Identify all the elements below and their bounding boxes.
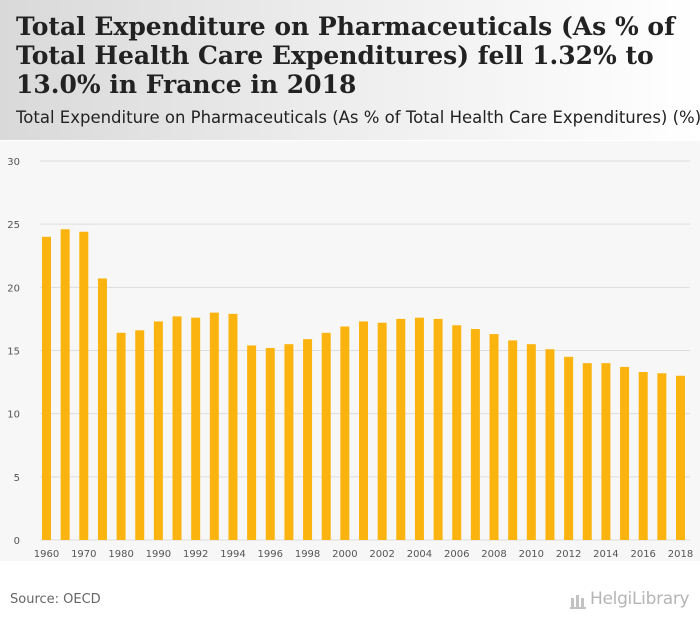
y-tick-label: 0: [14, 536, 20, 547]
bar-2010: [526, 344, 536, 540]
bar-1980: [116, 332, 126, 540]
x-tick-label: 1994: [220, 549, 245, 560]
y-tick-label: 25: [7, 220, 20, 231]
x-tick-label: 2016: [630, 549, 655, 560]
bar-1990: [153, 321, 163, 540]
x-tick-label: 2010: [519, 549, 544, 560]
brand-logo: HelgiLibrary: [590, 589, 690, 609]
bar-2003: [396, 318, 406, 540]
bar-1975: [97, 278, 107, 540]
bar-1999: [321, 332, 331, 540]
bar-2017: [657, 373, 667, 540]
y-tick-label: 5: [14, 473, 20, 484]
bar-2014: [601, 363, 611, 540]
bar-2004: [414, 317, 424, 540]
bar-1996: [265, 347, 275, 540]
y-tick-label: 15: [7, 347, 20, 358]
bar-1991: [172, 316, 182, 540]
x-tick-label: 2008: [481, 549, 506, 560]
bar-2001: [359, 321, 368, 540]
bar-1985: [135, 330, 145, 540]
bar-1965: [60, 229, 70, 540]
y-tick-label: 20: [7, 283, 20, 294]
y-axis: 0 5 10 15 20 25 30: [7, 157, 20, 547]
bar-1960: [42, 236, 51, 541]
x-tick-label: 1992: [183, 549, 208, 560]
x-tick-label: 2000: [332, 549, 357, 560]
x-tick-label: 2012: [556, 549, 581, 560]
x-tick-label: 2006: [444, 549, 469, 560]
bar-2016: [638, 371, 648, 540]
y-tick-label: 10: [7, 410, 20, 421]
x-tick-label: 1970: [71, 549, 96, 560]
x-tick-label: 2004: [407, 549, 432, 560]
bar-2006: [452, 325, 462, 540]
bar-1970: [79, 231, 89, 540]
x-axis: 1960 1970 1980 1990 1992 1994 1996 1998 2000 2002…: [34, 549, 693, 560]
y-tick-label: 30: [7, 157, 20, 168]
bar-2011: [545, 349, 555, 540]
bar-2015: [620, 366, 630, 540]
x-tick-label: 2018: [668, 549, 693, 560]
bar-2018: [676, 375, 685, 540]
bar-1997: [284, 344, 294, 540]
bar-2000: [340, 326, 350, 540]
bar-2012: [564, 356, 574, 540]
x-tick-label: 2014: [593, 549, 618, 560]
x-tick-label: 1990: [146, 549, 171, 560]
bar-1992: [191, 317, 201, 540]
x-tick-label: 1998: [295, 549, 320, 560]
bar-1998: [303, 339, 313, 540]
header-banner: Total Expenditure on Pharmaceuticals (As…: [0, 0, 700, 140]
x-tick-label: 2002: [369, 549, 394, 560]
bar-2008: [489, 334, 499, 540]
source-note: Source: OECD: [10, 592, 101, 607]
chart-subtitle: Total Expenditure on Pharmaceuticals (As…: [16, 108, 700, 127]
bar-2005: [433, 318, 443, 540]
bar-2002: [377, 322, 387, 540]
library-icon: [570, 595, 586, 609]
bar-1994: [228, 313, 238, 540]
x-tick-label: 1996: [258, 549, 283, 560]
bar-2013: [582, 363, 592, 540]
x-tick-label: 1960: [34, 549, 59, 560]
bar-1995: [247, 345, 257, 540]
bar-1993: [209, 312, 219, 540]
bar-2007: [470, 329, 480, 540]
bar-series: [42, 229, 685, 541]
x-tick-label: 1980: [108, 549, 133, 560]
bar-2009: [508, 340, 518, 540]
page-title: Total Expenditure on Pharmaceuticals (As…: [16, 12, 675, 99]
